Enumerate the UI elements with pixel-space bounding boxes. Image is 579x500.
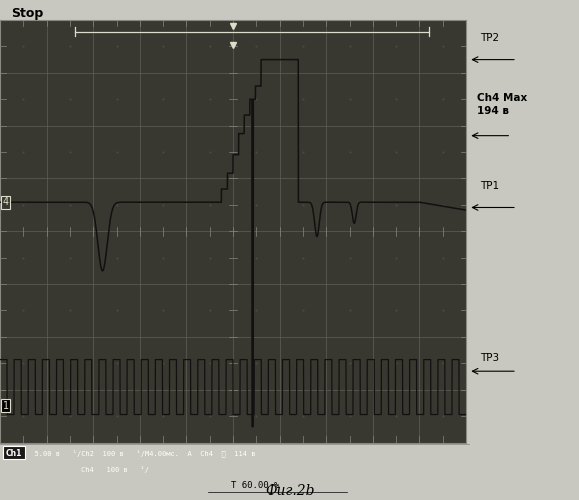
Text: TP3: TP3 <box>479 353 499 363</box>
Text: Ch4 Max
194 в: Ch4 Max 194 в <box>477 94 527 116</box>
Text: TP1: TP1 <box>479 180 499 190</box>
FancyBboxPatch shape <box>3 446 25 460</box>
Text: T 60.00 %: T 60.00 % <box>230 481 279 490</box>
Text: 4: 4 <box>2 197 9 207</box>
Text: Фиг.2b: Фиг.2b <box>265 484 314 498</box>
Text: TP2: TP2 <box>479 32 499 42</box>
Text: 5.00 в   ¹/Ch2  100 в   ¹/M4.00мс.  A  Ch4  ∯  114 в: 5.00 в ¹/Ch2 100 в ¹/M4.00мс. A Ch4 ∯ 11… <box>26 449 255 457</box>
Text: Stop: Stop <box>12 7 44 20</box>
Text: Ch4   100 в   ¹/: Ch4 100 в ¹/ <box>81 466 149 473</box>
Text: 1: 1 <box>2 400 9 410</box>
Text: Ch1: Ch1 <box>6 448 22 458</box>
